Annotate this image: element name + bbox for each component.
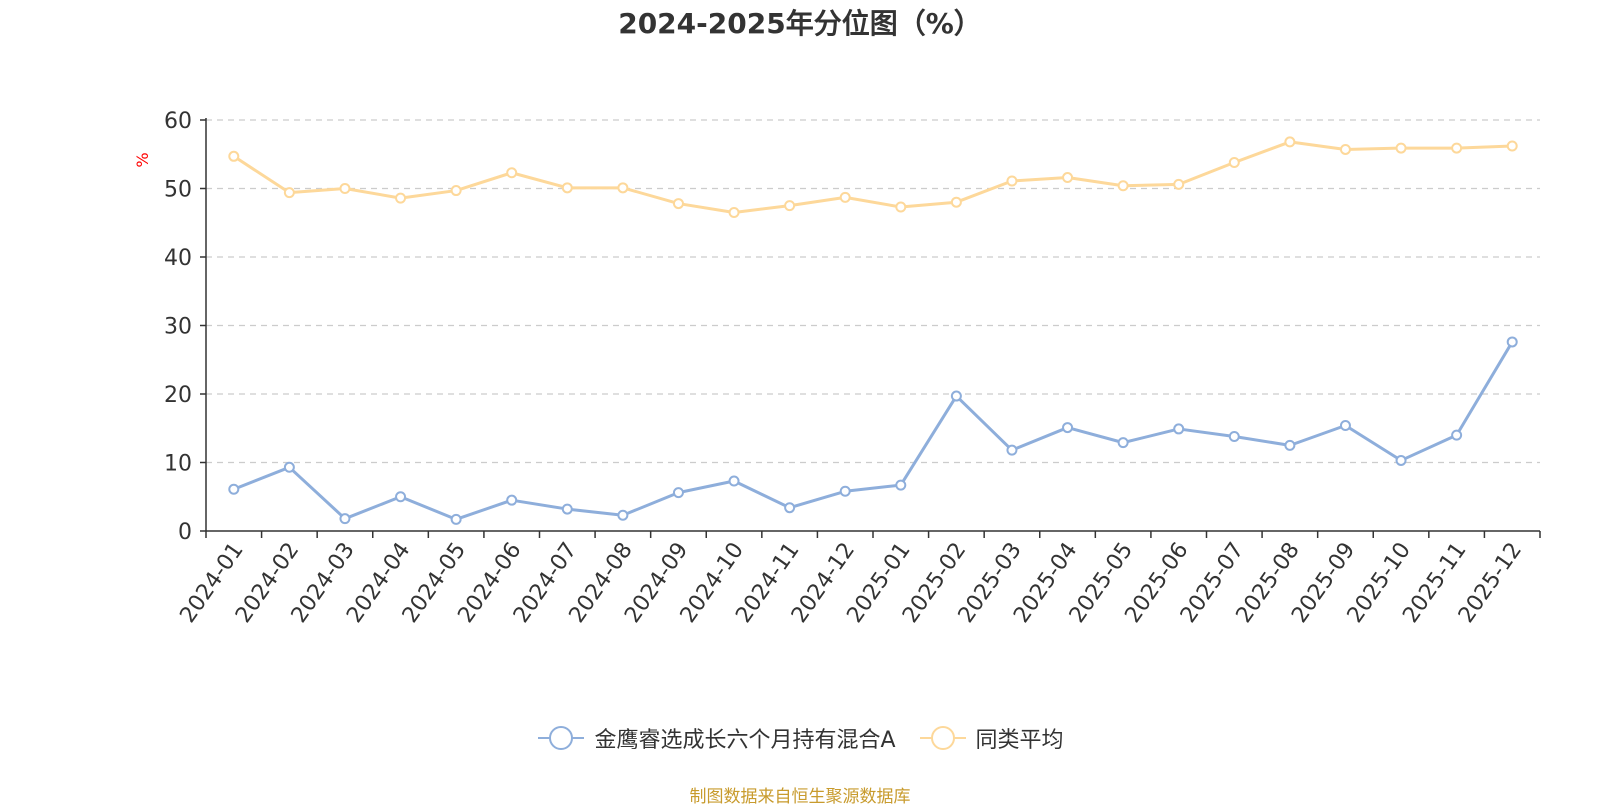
data-point[interactable] xyxy=(839,191,851,203)
series-line-1 xyxy=(232,140,1513,214)
data-point[interactable] xyxy=(1451,429,1463,441)
data-point[interactable] xyxy=(1395,454,1407,466)
data-point[interactable] xyxy=(895,201,907,213)
data-point[interactable] xyxy=(950,390,962,402)
data-point[interactable] xyxy=(339,183,351,194)
y-tick-label: 40 xyxy=(164,246,192,271)
data-point[interactable] xyxy=(339,513,351,525)
legend-marker-fund-icon xyxy=(538,726,585,750)
y-tick-label: 0 xyxy=(178,520,192,545)
data-point[interactable] xyxy=(839,485,851,497)
legend-label-fund: 金鹰睿选成长六个月持有混合A xyxy=(594,728,896,753)
data-point[interactable] xyxy=(1228,156,1240,168)
data-point[interactable] xyxy=(1173,178,1185,190)
data-point[interactable] xyxy=(1506,336,1518,348)
data-point[interactable] xyxy=(450,513,462,525)
y-tick-label: 50 xyxy=(164,178,192,203)
data-point[interactable] xyxy=(1173,423,1185,435)
chart-title: 2024-2025年分位图（%） xyxy=(618,7,982,40)
data-point[interactable] xyxy=(1284,136,1296,148)
data-point[interactable] xyxy=(784,502,796,514)
data-point[interactable] xyxy=(1284,439,1296,451)
gridlines xyxy=(206,119,1540,464)
data-point[interactable] xyxy=(561,503,573,515)
data-point[interactable] xyxy=(1506,140,1518,152)
axes: 01020304050602024-012024-022024-032024-0… xyxy=(164,109,1541,628)
data-point[interactable] xyxy=(1117,437,1129,449)
data-point[interactable] xyxy=(561,182,573,194)
legend-marker-peer-icon xyxy=(919,726,966,750)
data-point[interactable] xyxy=(1228,430,1240,442)
y-tick-label: 10 xyxy=(164,452,192,477)
data-point[interactable] xyxy=(784,200,796,212)
data-point[interactable] xyxy=(1339,143,1351,155)
data-point[interactable] xyxy=(1006,444,1018,456)
data-point[interactable] xyxy=(506,167,518,179)
data-point[interactable] xyxy=(1395,142,1407,154)
source-note: 制图数据来自恒生聚源数据库 xyxy=(689,787,911,807)
data-point[interactable] xyxy=(283,461,295,473)
data-point[interactable] xyxy=(450,185,462,197)
data-point[interactable] xyxy=(672,198,684,210)
data-point[interactable] xyxy=(728,206,740,218)
legend-label-peer-average: 同类平均 xyxy=(975,728,1064,753)
y-axis-label: % xyxy=(133,152,152,167)
chart-legend: 金鹰睿选成长六个月持有混合A 同类平均 xyxy=(0,722,1600,754)
data-point[interactable] xyxy=(506,494,518,506)
data-point[interactable] xyxy=(228,150,240,162)
data-point[interactable] xyxy=(395,192,407,204)
data-point[interactable] xyxy=(283,187,295,199)
data-point[interactable] xyxy=(228,483,240,495)
series-lines xyxy=(228,136,1518,525)
data-point[interactable] xyxy=(1062,422,1074,434)
y-tick-label: 30 xyxy=(164,315,192,340)
data-point[interactable] xyxy=(728,475,740,487)
data-point[interactable] xyxy=(1062,172,1074,184)
data-point[interactable] xyxy=(950,196,962,208)
series-line-0 xyxy=(233,341,1514,521)
data-point[interactable] xyxy=(672,487,684,499)
data-point[interactable] xyxy=(617,509,629,521)
data-point[interactable] xyxy=(1006,175,1018,187)
data-point[interactable] xyxy=(1339,420,1351,432)
legend-item-peer-average[interactable]: 同类平均 xyxy=(918,722,1064,754)
data-point[interactable] xyxy=(1451,142,1463,154)
data-point[interactable] xyxy=(395,491,407,503)
y-tick-label: 60 xyxy=(164,109,192,134)
y-tick-label: 20 xyxy=(164,383,192,408)
data-point[interactable] xyxy=(895,479,907,491)
data-point[interactable] xyxy=(617,182,629,194)
legend-item-fund[interactable]: 金鹰睿选成长六个月持有混合A xyxy=(536,722,896,754)
data-point[interactable] xyxy=(1117,180,1129,192)
